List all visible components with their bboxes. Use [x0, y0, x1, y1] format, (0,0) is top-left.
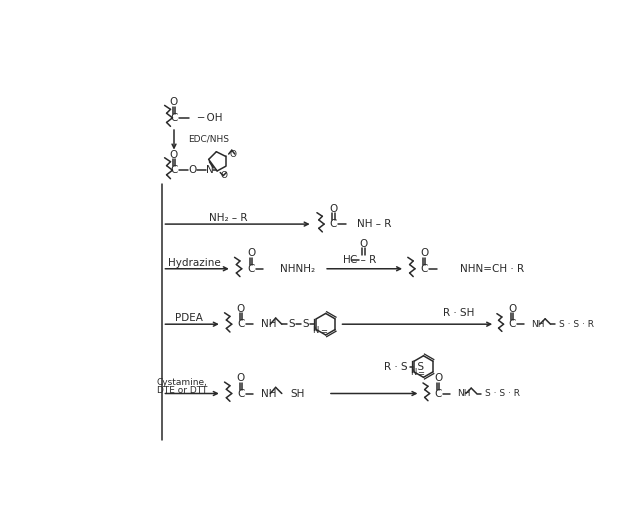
Text: C: C [237, 388, 244, 398]
Text: O: O [508, 304, 516, 314]
Text: S · S · R: S · S · R [559, 320, 594, 329]
Text: O: O [329, 204, 337, 214]
Text: NHN=CH · R: NHN=CH · R [460, 264, 524, 274]
Text: DTE or DTT: DTE or DTT [157, 386, 207, 395]
Text: C: C [247, 264, 255, 274]
Text: Cystamine,: Cystamine, [156, 378, 207, 387]
Text: O: O [229, 150, 236, 159]
Text: NH: NH [261, 319, 276, 329]
Text: =: = [417, 369, 424, 378]
Text: C: C [237, 319, 244, 329]
Text: O: O [170, 97, 178, 108]
Text: C: C [435, 388, 442, 398]
Text: N: N [410, 368, 417, 377]
Text: NH: NH [531, 320, 545, 329]
Text: C: C [170, 113, 178, 123]
Text: S: S [289, 319, 295, 329]
Text: PDEA: PDEA [175, 313, 204, 323]
Text: H: H [344, 254, 351, 265]
Text: NH – R: NH – R [357, 219, 392, 229]
Text: C: C [420, 264, 428, 274]
Text: ─ OH: ─ OH [197, 113, 223, 123]
Text: O: O [221, 171, 228, 180]
Text: N: N [312, 326, 319, 335]
Text: S: S [302, 319, 309, 329]
Text: R · S · S: R · S · S [384, 361, 424, 372]
Text: O: O [420, 249, 428, 258]
Text: SH: SH [291, 388, 305, 398]
Text: =: = [320, 327, 327, 335]
Text: C – R: C – R [350, 254, 376, 265]
Text: O: O [434, 373, 442, 383]
Text: EDC/NHS: EDC/NHS [188, 135, 229, 144]
Text: Hydrazine: Hydrazine [168, 257, 221, 268]
Text: O: O [237, 373, 245, 383]
Text: O: O [237, 304, 245, 314]
Text: O: O [188, 165, 196, 175]
Text: NHNH₂: NHNH₂ [280, 264, 316, 274]
Text: C: C [330, 219, 337, 229]
Text: C: C [170, 165, 178, 175]
Text: NH: NH [458, 389, 471, 398]
Text: C: C [508, 319, 516, 329]
Text: NH: NH [261, 388, 276, 398]
Text: O: O [170, 150, 178, 160]
Text: NH₂ – R: NH₂ – R [209, 213, 247, 223]
Text: R · SH: R · SH [444, 308, 475, 318]
Text: O: O [247, 249, 255, 258]
Text: S · S · R: S · S · R [485, 389, 520, 398]
Text: N: N [206, 165, 214, 175]
Text: O: O [359, 239, 367, 249]
